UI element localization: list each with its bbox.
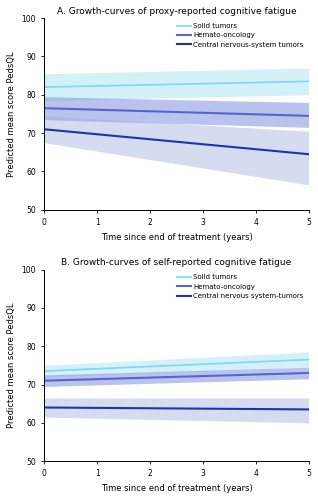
Y-axis label: Predicted mean score PedsQL: Predicted mean score PedsQL	[7, 51, 16, 176]
Title: A. Growth-curves of proxy-reported cognitive fatigue: A. Growth-curves of proxy-reported cogni…	[57, 7, 296, 16]
Title: B. Growth-curves of self-reported cognitive fatigue: B. Growth-curves of self-reported cognit…	[61, 258, 292, 268]
Y-axis label: Predicted mean score PedsQL: Predicted mean score PedsQL	[7, 302, 16, 428]
X-axis label: Time since end of treatment (years): Time since end of treatment (years)	[100, 484, 252, 493]
X-axis label: Time since end of treatment (years): Time since end of treatment (years)	[100, 232, 252, 241]
Legend: Solid tumors, Hemato-oncology, Central nervous system-tumors: Solid tumors, Hemato-oncology, Central n…	[175, 273, 305, 300]
Legend: Solid tumors, Hemato-oncology, Central nervous-system tumors: Solid tumors, Hemato-oncology, Central n…	[175, 22, 305, 50]
